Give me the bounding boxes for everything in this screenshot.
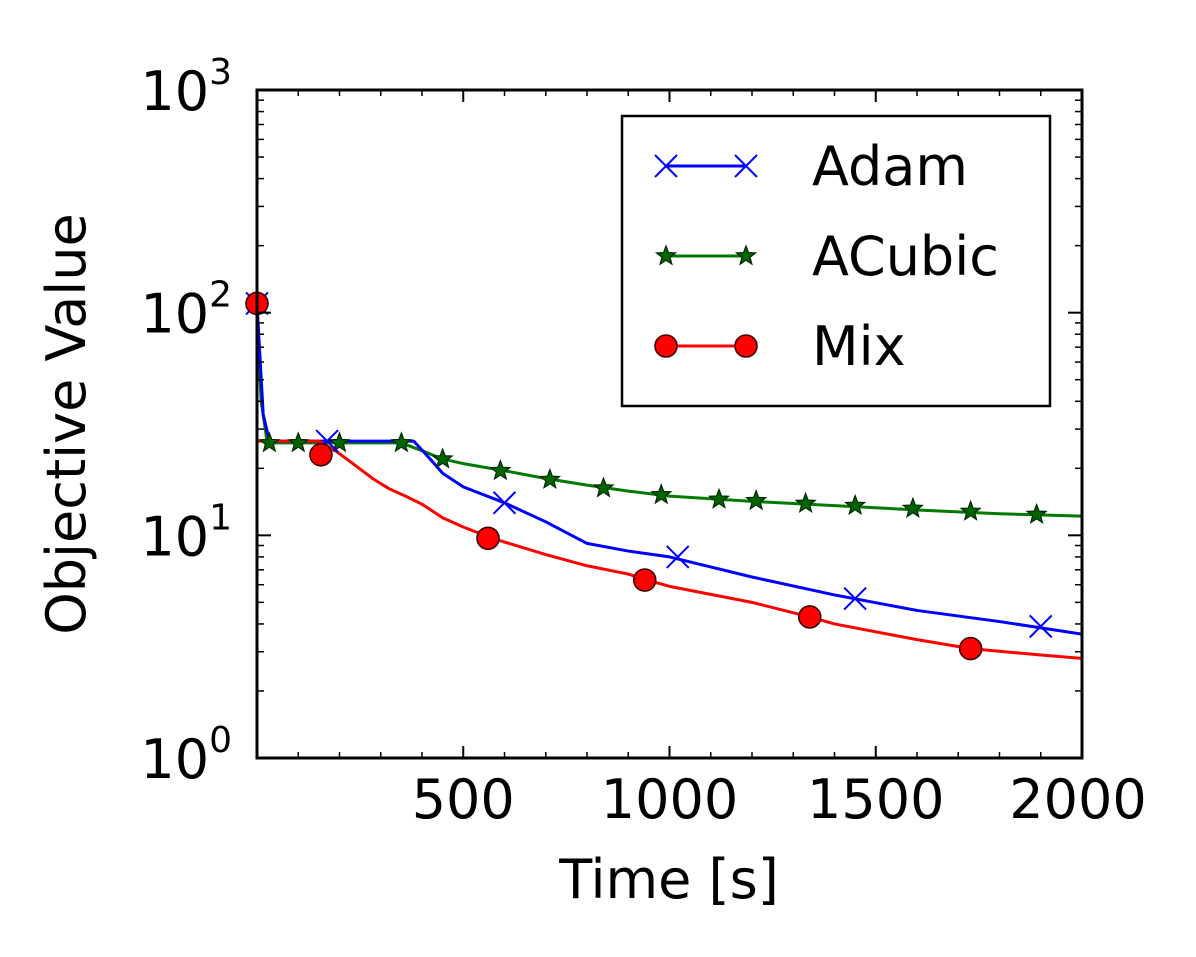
- y-tick-label-0: 100: [140, 720, 232, 791]
- legend-label-adam: Adam: [812, 135, 968, 198]
- series-line-mix: [257, 439, 1082, 660]
- y-tick-label-2: 102: [140, 275, 232, 346]
- marker-acubic-10: [744, 489, 768, 511]
- y-axis-label: Objective Value: [35, 213, 98, 635]
- legend: Adam ACubic Mix: [620, 114, 1052, 408]
- y-tick-label-1: 101: [140, 497, 232, 568]
- marker-acubic-15: [1025, 502, 1048, 525]
- x-tick-label-0: 500: [412, 768, 515, 831]
- legend-marker-acubic-start: [654, 244, 678, 266]
- marker-acubic-12: [843, 493, 867, 516]
- marker-acubic-1: [287, 431, 310, 453]
- marker-adam-3: [666, 545, 690, 569]
- marker-acubic-0: [258, 431, 281, 453]
- legend-marker-mix-start: [654, 334, 678, 358]
- marker-acubic-3: [390, 431, 413, 453]
- marker-acubic-2: [328, 431, 351, 453]
- legend-marker-acubic-end: [734, 244, 758, 266]
- marker-acubic-14: [959, 499, 982, 521]
- y-tick-label-3: 103: [140, 52, 232, 123]
- marker-mix-5: [958, 636, 983, 661]
- marker-acubic-6: [538, 467, 562, 490]
- legend-box: [620, 114, 1052, 408]
- marker-mix-2: [476, 526, 500, 551]
- marker-acubic-9: [707, 487, 731, 509]
- legend-marker-mix-end: [734, 334, 758, 358]
- marker-acubic-7: [592, 476, 615, 498]
- marker-acubic-11: [794, 491, 817, 513]
- marker-acubic-5: [489, 459, 512, 481]
- legend-label-acubic: ACubic: [812, 225, 999, 288]
- marker-adam-5: [1029, 614, 1053, 639]
- marker-acubic-4: [431, 447, 454, 469]
- x-axis-label: Time [s]: [558, 848, 779, 911]
- x-tick-label-1: 1000: [601, 768, 738, 831]
- marker-acubic-8: [650, 483, 673, 505]
- legend-marker-adam-end: [734, 154, 758, 178]
- legend-label-mix: Mix: [812, 315, 906, 378]
- marker-adam-2: [492, 491, 517, 515]
- legend-marker-adam-start: [654, 154, 678, 178]
- x-tick-label-3: 2000: [1009, 768, 1146, 831]
- x-tick-label-2: 1500: [807, 768, 944, 831]
- marker-mix-4: [797, 605, 822, 629]
- marker-adam-4: [843, 586, 867, 611]
- marker-mix-3: [632, 568, 657, 592]
- marker-mix-1: [309, 442, 333, 467]
- marker-acubic-13: [901, 496, 925, 518]
